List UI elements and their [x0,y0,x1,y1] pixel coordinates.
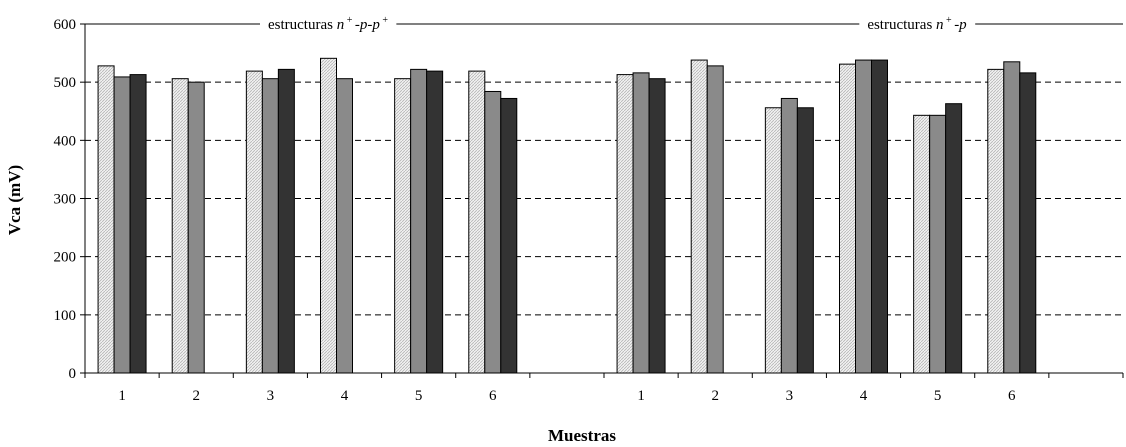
bar-g1-m4-s1 [320,57,337,374]
y-tick-label: 600 [54,17,77,33]
grid-lines [85,81,1123,316]
group-label-1: estructuras n + -p-p + [268,15,388,33]
bar-g2-m1-s2 [632,72,650,374]
bar-g1-m3-s3 [277,68,295,374]
bar-g2-m3-s2 [780,97,798,374]
bar-g2-m4-s2 [855,59,872,374]
x-tick-label: 6 [489,388,497,404]
bar-g1-m5-s2 [410,68,428,374]
bar-g1-m2-s2 [187,81,205,374]
bar-g2-m6-s1 [987,68,1005,374]
x-tick-label: 1 [118,388,126,404]
y-tick-label: 500 [54,75,77,91]
group-label-2: estructuras n + -p [867,15,967,33]
bar-g2-m3-s3 [796,107,814,374]
y-tick-label: 300 [54,192,77,208]
bar-g2-m6-s2 [1003,61,1021,374]
x-tick-label: 4 [860,388,868,404]
y-tick-label: 0 [69,366,77,382]
bars [97,57,1037,374]
x-tick-label: 5 [934,388,942,404]
bar-g2-m3-s1 [764,107,782,374]
bar-g1-m1-s2 [113,76,131,374]
x-tick-label: 6 [1008,388,1016,404]
x-tick-label: 3 [786,388,794,404]
bar-g2-m2-s1 [690,59,708,374]
x-axis-title: Muestras [548,426,616,445]
bar-g1-m3-s1 [245,70,263,374]
bar-g2-m4-s3 [871,59,888,374]
bar-g1-m3-s2 [261,78,279,374]
x-tick-label: 5 [415,388,423,404]
x-tick-label: 2 [192,388,200,404]
bar-g1-m6-s1 [468,70,486,374]
bar-g1-m6-s2 [484,90,502,374]
y-tick-label: 100 [54,308,77,324]
labels: 0 100 200 300 400 500 600 1 2 3 4 5 6 1 2 3 4 5 6 estructur… [54,15,1017,404]
x-tick-label: 2 [711,388,719,404]
bar-g2-m5-s3 [945,103,963,374]
bar-g2-m6-s3 [1019,72,1037,374]
bar-g1-m1-s3 [129,74,147,374]
bar-g1-m5-s1 [394,78,412,374]
bar-g2-m4-s1 [839,63,856,374]
bar-g2-m1-s3 [648,78,666,374]
y-tick-label: 400 [54,133,77,149]
x-tick-label: 3 [267,388,275,404]
axes [80,23,1124,378]
x-tick-label: 1 [637,388,645,404]
bar-g2-m5-s1 [913,114,931,374]
bar-g2-m1-s1 [616,74,634,374]
bar-g1-m2-s1 [171,78,189,374]
y-tick-label: 200 [54,250,77,266]
y-axis-title: Vca (mV) [5,165,24,235]
bar-g2-m2-s2 [706,65,724,374]
bar-g1-m6-s3 [500,97,518,374]
bar-g1-m5-s3 [426,70,444,374]
bar-g2-m5-s2 [929,114,947,374]
bar-g1-m1-s1 [97,65,115,374]
x-tick-label: 4 [341,388,349,404]
bar-g1-m4-s2 [336,78,353,374]
